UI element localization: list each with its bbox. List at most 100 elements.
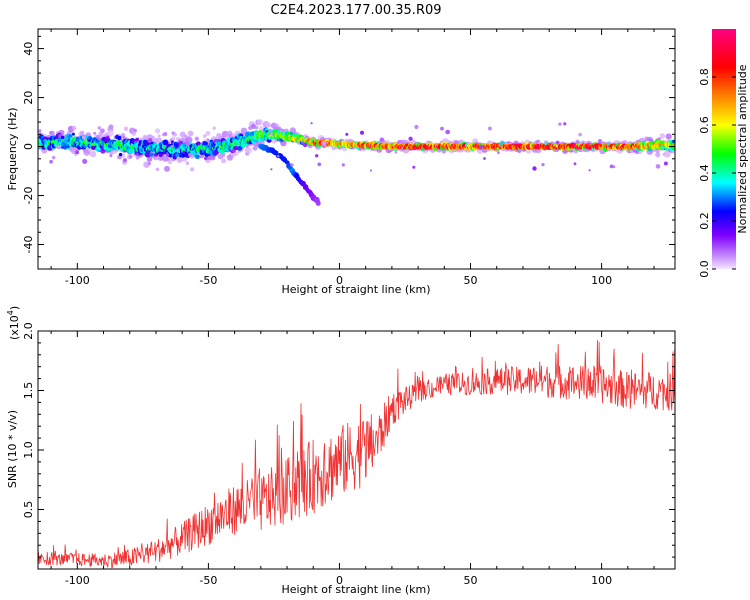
- x-tick-label: -50: [199, 274, 217, 287]
- spectral-halo-point: [187, 130, 194, 137]
- spectral-outlier: [412, 165, 416, 169]
- spectral-outlier: [379, 137, 385, 143]
- spectral-halo-point: [221, 130, 229, 138]
- y-tick-label: 20: [22, 91, 35, 105]
- snr-frame: [37, 330, 676, 570]
- spectral-outlier: [165, 153, 170, 157]
- colorbar-label: Normalized spectral amplitude: [736, 64, 749, 233]
- spectral-halo-point: [234, 151, 239, 156]
- spectral-outlier: [75, 150, 80, 155]
- x-tick-label: -100: [65, 274, 90, 287]
- spectral-outlier: [558, 122, 562, 126]
- spectrogram-frame: [37, 28, 676, 270]
- x-tick-label: 50: [464, 574, 478, 587]
- spectral-halo-point: [256, 119, 263, 126]
- y-tick-label: 1.5: [22, 382, 35, 400]
- spectral-halo-point: [142, 134, 148, 140]
- spectral-halo-point: [157, 134, 161, 138]
- spectral-halo-point: [275, 123, 279, 128]
- spectral-outlier: [302, 142, 308, 148]
- colorbar-gradient: [712, 29, 736, 269]
- spectral-halo-point: [284, 128, 289, 133]
- spectral-outlier: [400, 146, 404, 150]
- snr-line: [38, 339, 675, 569]
- spectrogram-ticks: -100 -50 0 50 100 40 20 0 -20 -40: [22, 29, 675, 287]
- colorbar-ticks: 0.0 0.2 0.4 0.6 0.8: [698, 68, 736, 278]
- x-tick-label: -50: [199, 574, 217, 587]
- spectral-outlier: [211, 155, 215, 158]
- spectral-outlier: [82, 158, 88, 164]
- spectral-outlier: [56, 144, 61, 150]
- spectral-outlier: [414, 124, 419, 130]
- spectral-halo-point: [665, 133, 672, 140]
- spectral-halo-point: [194, 136, 199, 141]
- spectral-halo-point: [87, 147, 93, 152]
- spectral-halo-point: [231, 133, 235, 137]
- spectral-outlier: [541, 163, 545, 167]
- spectral-halo-point: [79, 130, 85, 136]
- spectral-halo-point: [203, 134, 207, 138]
- spectral-halo-point: [252, 146, 258, 151]
- colorbar-tick-label: 0.8: [698, 68, 711, 86]
- colorbar-tick-label: 0.2: [698, 212, 711, 230]
- spectral-outlier: [487, 126, 492, 131]
- spectral-outlier: [301, 140, 304, 144]
- spectral-point: [91, 145, 96, 150]
- spectral-branch-point: [315, 200, 321, 206]
- spectral-point: [71, 132, 75, 136]
- colorbar-tick-label: 0.4: [698, 164, 711, 182]
- spectral-halo-point: [123, 126, 129, 131]
- snr-marks: [38, 339, 675, 569]
- spectral-point: [172, 155, 177, 160]
- spectral-outlier: [345, 132, 349, 136]
- spectral-outlier: [108, 124, 114, 130]
- colorbar: 0.0 0.2 0.4 0.6 0.8 Normalized spectral ampl…: [698, 29, 749, 278]
- spectral-halo-point: [655, 148, 660, 154]
- spectral-halo-point: [131, 131, 137, 136]
- spectral-halo-point: [250, 123, 257, 129]
- spectral-point: [138, 143, 141, 147]
- spectral-halo-point: [412, 139, 416, 144]
- x-tick-label: 0: [336, 574, 343, 587]
- spectral-outlier: [655, 164, 661, 169]
- spectral-outlier: [270, 168, 273, 171]
- spectral-outlier: [573, 162, 577, 166]
- spectral-outlier: [276, 154, 280, 158]
- y-tick-label: 40: [22, 42, 35, 56]
- spectrogram-marks: [38, 119, 675, 206]
- spectral-outlier: [207, 155, 212, 160]
- spectral-outlier: [369, 169, 373, 172]
- spectral-outlier: [122, 136, 126, 139]
- spectral-halo-point: [659, 133, 666, 139]
- spectral-outlier: [81, 135, 86, 140]
- spectral-outlier: [321, 140, 327, 146]
- spectral-outlier: [315, 154, 319, 158]
- spectral-halo-point: [164, 165, 170, 172]
- spectral-halo-point: [154, 128, 161, 134]
- spectral-halo-point: [655, 152, 661, 158]
- y-tick-label: 1.0: [22, 441, 35, 459]
- spectral-halo-point: [163, 132, 168, 136]
- spectral-halo-point: [93, 131, 97, 135]
- spectral-outlier: [597, 139, 603, 144]
- x-tick-label: 100: [591, 274, 612, 287]
- spectral-point: [234, 146, 239, 151]
- spectral-halo-point: [129, 155, 133, 159]
- spectral-halo-point: [267, 123, 272, 128]
- snr-ticks: -100 -50 0 50 100 0.5 1.0 1.5 2.0: [22, 322, 675, 587]
- spectral-point: [203, 141, 208, 147]
- spectral-point: [145, 152, 150, 157]
- y-tick-label: -20: [22, 187, 35, 205]
- spectral-halo-point: [49, 130, 55, 136]
- spectral-outlier: [170, 145, 174, 148]
- spectral-halo-point: [245, 147, 252, 154]
- spectral-outlier: [394, 151, 398, 154]
- spectral-outlier: [563, 122, 567, 126]
- spectral-outlier: [269, 132, 273, 136]
- spectral-outlier: [206, 138, 210, 141]
- spectral-halo-point: [212, 126, 216, 130]
- spectral-outlier: [445, 129, 451, 135]
- spectral-point: [672, 139, 675, 144]
